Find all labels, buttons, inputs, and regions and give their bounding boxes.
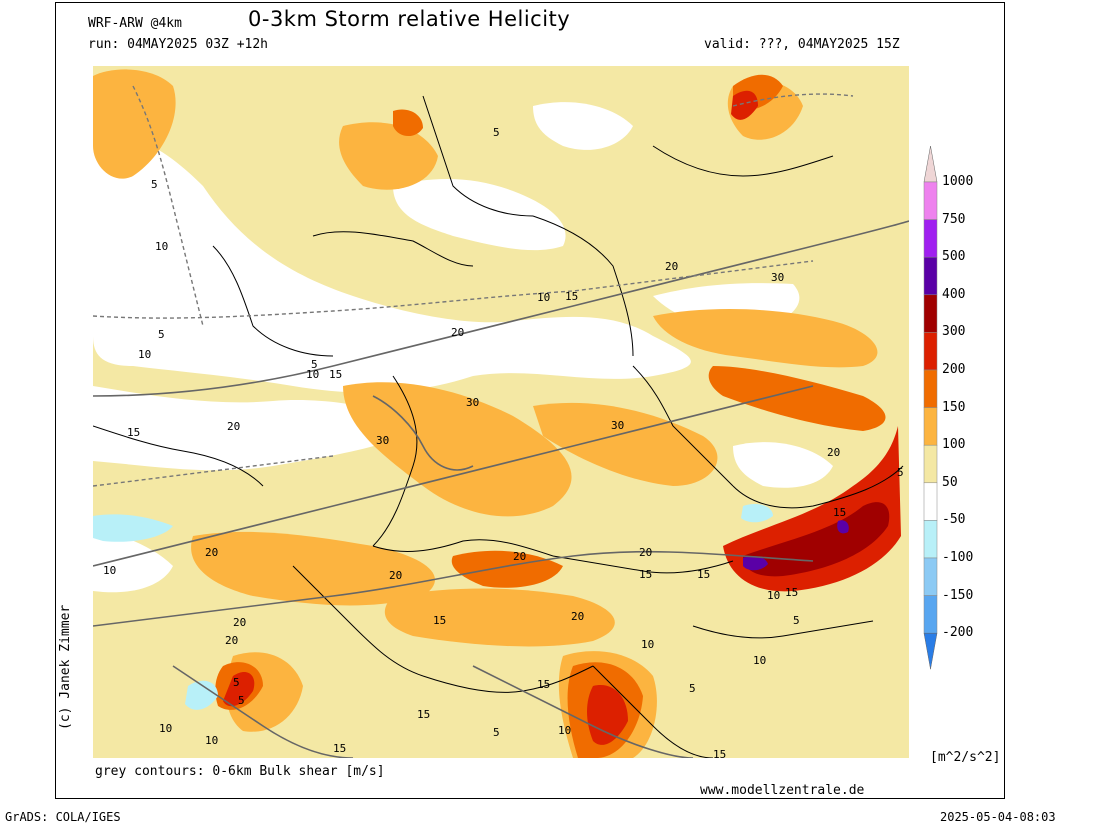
extreme-helicity-areas [743,502,890,577]
contour-label: 10 [537,291,550,304]
colorbar-tick-label: 200 [942,362,966,377]
contour-label: 20 [205,546,218,559]
contour-label: 10 [155,240,168,253]
contour-label: 30 [771,271,784,284]
contour-label: 10 [205,734,218,747]
plot-frame [55,2,1005,799]
contour-label: 5 [897,466,904,479]
contour-label: 20 [571,610,584,623]
contour-label: 5 [151,178,158,191]
contour-label: 30 [611,419,624,432]
contour-label: 10 [641,638,654,651]
contour-label: 20 [827,446,840,459]
model-label: WRF-ARW @4km [88,16,182,31]
contour-label: 20 [513,550,526,563]
credit-label: (c) Janek Zimmer [58,604,73,730]
borders [93,95,904,758]
contour-label: 5 [238,694,245,707]
run-label: run: 04MAY2025 03Z +12h [88,37,269,52]
peak-helicity-areas [743,520,849,571]
contour-labels: 5 10 5 10 5 10 15 20 30 20 15 10 5 30 30… [103,126,904,758]
contour-label: 15 [127,426,140,439]
negative-helicity-areas [93,504,773,710]
contour-label: 15 [329,368,342,381]
contour-label: 5 [689,682,696,695]
contour-label: 10 [159,722,172,735]
colorbar-tick-label: -200 [942,625,974,641]
contour-label: 15 [833,506,846,519]
shear-contours-dashed [93,85,854,487]
colorbar-tick-label: 100 [942,437,966,453]
contour-label: 5 [493,126,500,139]
colorbar-tick-label: 300 [942,324,966,340]
contour-label: 5 [158,328,165,341]
contour-label: 15 [417,708,430,721]
contour-label: 15 [713,748,726,758]
valid-label: valid: ???, 04MAY2025 15Z [704,37,900,52]
colorbar-units: [m^2/s^2] [930,750,1001,765]
shear-contours [93,220,909,758]
contour-label: 15 [537,678,550,691]
contour-label: 15 [565,290,578,303]
contour-label: 15 [433,614,446,627]
contour-label: 15 [333,742,346,755]
contour-label: 5 [793,614,800,627]
website-link[interactable]: www.modellzentrale.de [700,783,865,798]
contour-label: 20 [451,326,464,339]
colorbar-tick-label: -150 [942,587,974,603]
contour-label: 20 [227,420,240,433]
contour-label: 10 [767,589,780,602]
contour-label: 5 [493,726,500,739]
contour-label: 15 [697,568,710,581]
colorbar-tick-label: 400 [942,286,966,302]
software-credit: GrADS: COLA/IGES [5,810,121,824]
contour-label: 15 [785,586,798,599]
colorbar-tick-label: 750 [942,211,966,227]
page-title: 0-3km Storm relative Helicity [248,7,571,31]
contour-note: grey contours: 0-6km Bulk shear [m/s] [95,764,385,779]
contour-label: 30 [376,434,389,447]
contour-label: 10 [306,368,319,381]
contour-label: 20 [389,569,402,582]
contour-label: 5 [233,676,240,689]
contour-label: 15 [639,568,652,581]
contour-label: 20 [639,546,652,559]
colorbar-tick-label: -50 [942,512,966,528]
map: 5 10 5 10 5 10 15 20 30 20 15 10 5 30 30… [93,66,909,758]
colorbar-tick-label: 1000 [942,174,974,189]
contour-label: 5 [311,358,318,371]
colorbar-tick-label: 150 [942,399,966,415]
contour-label: 20 [225,634,238,647]
timestamp: 2025-05-04-08:03 [940,810,1056,824]
colorbar-tick-label: 500 [942,249,966,265]
contour-label: 10 [558,724,571,737]
contour-label: 10 [103,564,116,577]
contour-label: 30 [466,396,479,409]
contour-label: 10 [753,654,766,667]
contour-label: 20 [233,616,246,629]
contour-label: 20 [665,260,678,273]
colorbar-tick-label: 50 [942,474,958,490]
contour-label: 10 [138,348,151,361]
colorbar-tick-label: -100 [942,550,974,565]
